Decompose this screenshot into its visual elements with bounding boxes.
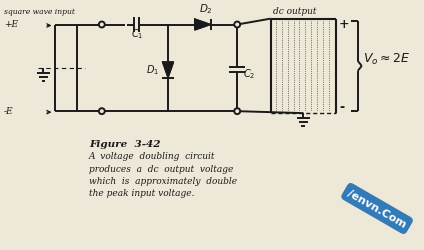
Text: which  is  approximately  double: which is approximately double <box>89 176 237 185</box>
Text: A  voltage  doubling  circuit: A voltage doubling circuit <box>89 152 215 161</box>
Text: square wave input: square wave input <box>4 8 75 16</box>
Circle shape <box>99 22 105 28</box>
Text: $C_1$: $C_1$ <box>131 27 144 41</box>
Polygon shape <box>195 20 211 31</box>
Text: +: + <box>339 18 350 31</box>
Circle shape <box>234 22 240 28</box>
Text: /envn.Com: /envn.Com <box>346 188 408 230</box>
Text: $D_2$: $D_2$ <box>199 2 212 16</box>
Circle shape <box>234 109 240 115</box>
Text: +E: +E <box>4 20 18 29</box>
Polygon shape <box>162 63 173 78</box>
Text: the peak input voltage.: the peak input voltage. <box>89 188 195 198</box>
Text: -: - <box>339 101 344 114</box>
Text: Figure  3-42: Figure 3-42 <box>89 139 160 148</box>
Text: dc output: dc output <box>273 7 316 16</box>
Text: $C_2$: $C_2$ <box>243 66 256 80</box>
Text: produces  a  dc  output  voltage: produces a dc output voltage <box>89 164 233 173</box>
Text: $D_1$: $D_1$ <box>146 62 159 76</box>
Text: $V_o \approx 2E$: $V_o \approx 2E$ <box>363 52 410 67</box>
Text: -E: -E <box>4 107 14 116</box>
Circle shape <box>99 109 105 115</box>
